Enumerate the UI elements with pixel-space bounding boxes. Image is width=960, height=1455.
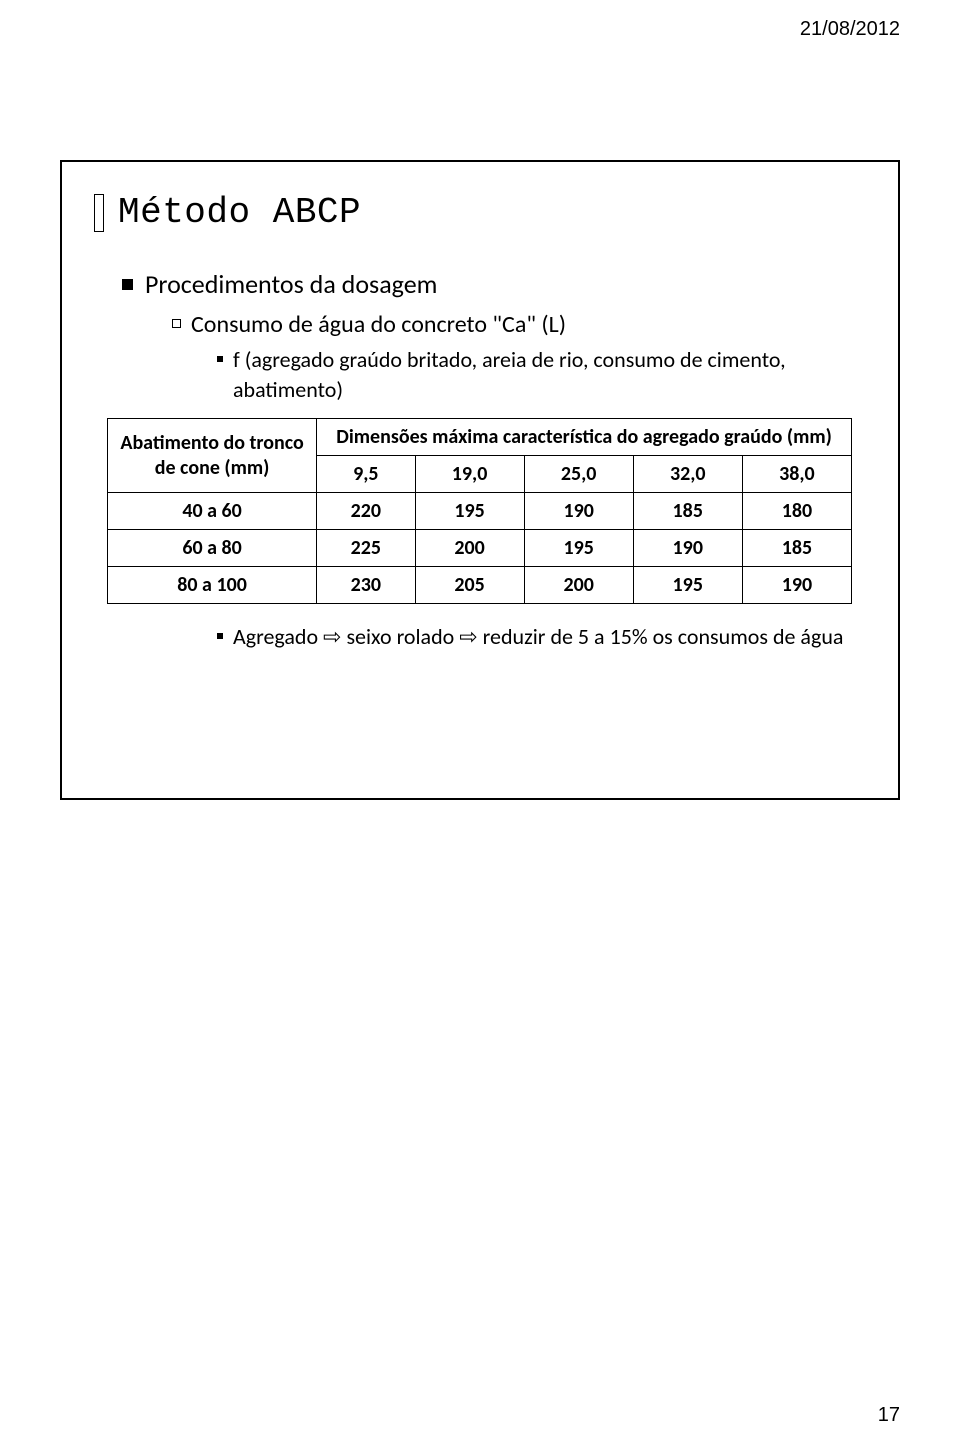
bullet1-text: Procedimentos da dosagem	[145, 268, 437, 300]
date-header: 21/08/2012	[800, 18, 900, 41]
footnote-mid1: seixo rolado	[346, 623, 459, 650]
footnote-mid2: reduzir de 5 a 15% os consumos de água	[483, 623, 844, 650]
table-cell: 195	[415, 493, 524, 530]
page: 21/08/2012 Método ABCP Procedimentos da …	[0, 0, 960, 1455]
table-cell: 180	[742, 493, 851, 530]
slide-title: Método ABCP	[118, 192, 361, 233]
table-cell: 190	[633, 530, 742, 567]
title-row: Método ABCP	[94, 192, 858, 233]
footnote-bullet: Agregado ⇨ seixo rolado ⇨ reduzir de 5 a…	[217, 622, 858, 652]
title-ornament-box	[94, 194, 104, 232]
table-cell: 190	[742, 567, 851, 604]
table-cell: 195	[524, 530, 633, 567]
corner-line1: Abatimento do tronco	[120, 431, 303, 455]
table-row: 80 a 100 230 205 200 195 190	[108, 567, 852, 604]
arrow-icon: ⇨	[459, 624, 477, 649]
slide-frame: Método ABCP Procedimentos da dosagem Con…	[60, 160, 900, 800]
footnote-text: Agregado ⇨ seixo rolado ⇨ reduzir de 5 a…	[233, 622, 843, 652]
hollow-square-icon	[172, 319, 181, 328]
dot-bullet-icon	[217, 356, 223, 362]
arrow-icon: ⇨	[323, 624, 341, 649]
corner-line2: de cone (mm)	[155, 456, 270, 480]
bullet3-text: f (agregado graúdo britado, areia de rio…	[233, 345, 858, 404]
page-number: 17	[878, 1404, 900, 1427]
table-row: 40 a 60 220 195 190 185 180	[108, 493, 852, 530]
col-header: 38,0	[742, 456, 851, 493]
row-label: 80 a 100	[108, 567, 317, 604]
table-cell: 220	[317, 493, 415, 530]
bullet-level-1: Procedimentos da dosagem	[122, 268, 858, 300]
table-cell: 230	[317, 567, 415, 604]
col-header: 25,0	[524, 456, 633, 493]
table-cell: 200	[415, 530, 524, 567]
table-cell: 200	[524, 567, 633, 604]
table-corner-header: Abatimento do tronco de cone (mm)	[108, 419, 317, 493]
data-table: Abatimento do tronco de cone (mm) Dimens…	[107, 418, 852, 604]
footnote-pre: Agregado	[233, 623, 323, 650]
table-cell: 190	[524, 493, 633, 530]
row-label: 40 a 60	[108, 493, 317, 530]
table-row: 60 a 80 225 200 195 190 185	[108, 530, 852, 567]
square-bullet-icon	[122, 279, 133, 290]
table-spanner-header: Dimensões máxima característica do agreg…	[317, 419, 852, 456]
col-header: 9,5	[317, 456, 415, 493]
dot-bullet-icon	[217, 633, 223, 639]
bullet-level-3: f (agregado graúdo britado, areia de rio…	[217, 345, 858, 404]
col-header: 19,0	[415, 456, 524, 493]
row-label: 60 a 80	[108, 530, 317, 567]
table-cell: 185	[633, 493, 742, 530]
bullet-level-2: Consumo de água do concreto "Ca" (L)	[172, 310, 858, 339]
col-header: 32,0	[633, 456, 742, 493]
table-cell: 225	[317, 530, 415, 567]
table-cell: 195	[633, 567, 742, 604]
table-cell: 205	[415, 567, 524, 604]
bullet2-text: Consumo de água do concreto "Ca" (L)	[191, 310, 566, 339]
table-cell: 185	[742, 530, 851, 567]
